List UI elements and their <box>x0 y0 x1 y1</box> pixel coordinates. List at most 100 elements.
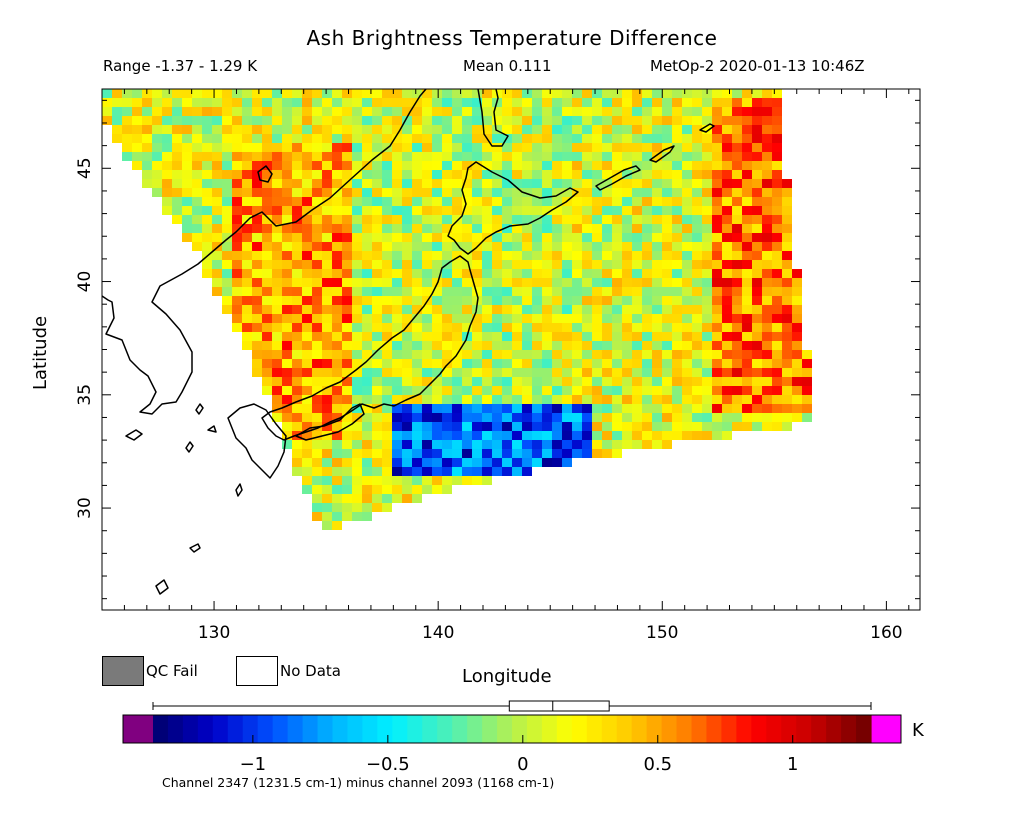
heatmap-cell <box>662 359 672 368</box>
heatmap-cell <box>352 413 362 422</box>
heatmap-cell <box>652 233 662 242</box>
heatmap-cell <box>442 431 452 440</box>
heatmap-cell <box>302 296 312 305</box>
heatmap-cell <box>602 359 612 368</box>
heatmap-cell <box>702 143 712 152</box>
heatmap-cell <box>522 440 532 449</box>
heatmap-cell <box>352 386 362 395</box>
heatmap-cell <box>172 206 182 215</box>
colorbar-segment <box>392 715 408 743</box>
heatmap-cell <box>662 143 672 152</box>
heatmap-cell <box>652 359 662 368</box>
heatmap-cell <box>422 422 432 431</box>
heatmap-cell <box>542 215 552 224</box>
heatmap-cell <box>462 323 472 332</box>
heatmap-cell <box>592 287 602 296</box>
heatmap-cell <box>592 305 602 314</box>
heatmap-cell <box>442 377 452 386</box>
heatmap-cell <box>122 107 132 116</box>
heatmap-cell <box>252 314 262 323</box>
heatmap-cell <box>152 188 162 197</box>
heatmap-cell <box>732 170 742 179</box>
heatmap-cell <box>352 116 362 125</box>
heatmap-cell <box>612 143 622 152</box>
heatmap-cell <box>472 287 482 296</box>
heatmap-cell <box>682 314 692 323</box>
heatmap-cell <box>482 458 492 467</box>
heatmap-cell <box>472 332 482 341</box>
heatmap-cell <box>392 125 402 134</box>
heatmap-cell <box>632 89 642 98</box>
heatmap-cell <box>562 332 572 341</box>
heatmap-cell <box>682 422 692 431</box>
heatmap-cell <box>182 134 192 143</box>
heatmap-cell <box>492 458 502 467</box>
heatmap-cell <box>382 503 392 512</box>
heatmap-cell <box>682 269 692 278</box>
heatmap-cell <box>372 404 382 413</box>
heatmap-cell <box>482 332 492 341</box>
heatmap-cell <box>502 305 512 314</box>
heatmap-cell <box>662 440 672 449</box>
heatmap-cell <box>762 152 772 161</box>
heatmap-cell <box>392 440 402 449</box>
heatmap-cell <box>552 98 562 107</box>
heatmap-cell <box>752 107 762 116</box>
heatmap-cell <box>532 404 542 413</box>
heatmap-cell <box>512 341 522 350</box>
heatmap-cell <box>522 260 532 269</box>
heatmap-cell <box>372 188 382 197</box>
heatmap-cell <box>582 233 592 242</box>
heatmap-cell <box>372 485 382 494</box>
heatmap-cell <box>412 152 422 161</box>
heatmap-cell <box>352 359 362 368</box>
heatmap-cell <box>492 395 502 404</box>
heatmap-cell <box>422 323 432 332</box>
heatmap-cell <box>242 296 252 305</box>
heatmap-cell <box>402 107 412 116</box>
heatmap-cell <box>542 431 552 440</box>
heatmap-cell <box>632 332 642 341</box>
heatmap-cell <box>592 125 602 134</box>
heatmap-cell <box>412 359 422 368</box>
heatmap-cell <box>442 269 452 278</box>
heatmap-cell <box>542 440 552 449</box>
heatmap-cell <box>432 197 442 206</box>
heatmap-cell <box>332 503 342 512</box>
heatmap-cell <box>652 89 662 98</box>
heatmap-cell <box>722 89 732 98</box>
heatmap-cell <box>362 296 372 305</box>
colorbar-segment <box>721 715 737 743</box>
heatmap-cell <box>502 314 512 323</box>
heatmap-cell <box>512 404 522 413</box>
heatmap-cell <box>282 296 292 305</box>
heatmap-cell <box>292 170 302 179</box>
heatmap-cell <box>732 161 742 170</box>
heatmap-cell <box>282 377 292 386</box>
heatmap-cell <box>752 395 762 404</box>
heatmap-cell <box>442 152 452 161</box>
heatmap-cell <box>362 386 372 395</box>
heatmap-cell <box>542 278 552 287</box>
heatmap-cell <box>572 377 582 386</box>
heatmap-cell <box>262 296 272 305</box>
colorbar-segment <box>601 715 618 743</box>
heatmap-cell <box>282 134 292 143</box>
heatmap-cell <box>542 206 552 215</box>
heatmap-cell <box>712 251 722 260</box>
heatmap-cell <box>582 404 592 413</box>
heatmap-cell <box>372 269 382 278</box>
heatmap-cell <box>402 341 412 350</box>
heatmap-cell <box>632 287 642 296</box>
heatmap-cell <box>672 287 682 296</box>
heatmap-cell <box>712 332 722 341</box>
heatmap-cell <box>332 467 342 476</box>
heatmap-cell <box>682 395 692 404</box>
heatmap-cell <box>472 323 482 332</box>
heatmap-cell <box>272 350 282 359</box>
heatmap-cell <box>682 197 692 206</box>
y-tick-label: 35 <box>75 384 95 406</box>
heatmap-cell <box>652 143 662 152</box>
heatmap-cell <box>412 350 422 359</box>
heatmap-cell <box>622 161 632 170</box>
